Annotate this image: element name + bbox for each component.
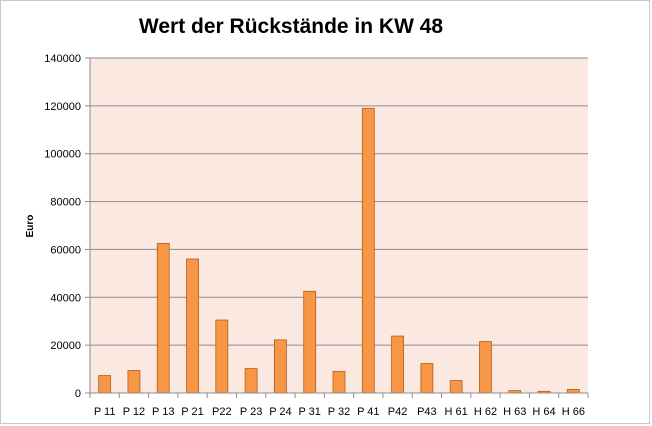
x-tick-label: P 21 xyxy=(181,406,203,418)
y-tick-labels: 0 20000 40000 60000 80000 100000 120000 140000 xyxy=(44,53,81,400)
y-tick-label: 100000 xyxy=(44,149,81,161)
x-tick-label: H 63 xyxy=(503,406,526,418)
x-tick-label: H 61 xyxy=(445,406,468,418)
y-tick-label: 120000 xyxy=(44,101,81,113)
x-tick-label: P 11 xyxy=(94,406,116,418)
bar-p12 xyxy=(127,370,141,394)
bar-p22 xyxy=(215,319,229,394)
bar-p23 xyxy=(244,368,258,394)
x-tick-label: P42 xyxy=(388,406,408,418)
plot-area xyxy=(90,58,588,393)
x-tick-label: H 66 xyxy=(562,406,585,418)
x-tick-label: P 23 xyxy=(240,406,262,418)
x-tick-label: H 62 xyxy=(474,406,497,418)
bar-p21 xyxy=(186,258,199,394)
y-axis-label: Euro xyxy=(25,215,36,238)
x-tick-label: P 13 xyxy=(152,406,174,418)
bar-p11 xyxy=(98,375,112,394)
bar-p13 xyxy=(156,243,170,394)
bar-p31 xyxy=(303,290,317,394)
x-tick-label: P 32 xyxy=(328,406,350,418)
y-tick-label: 140000 xyxy=(44,53,81,65)
x-tick-label: P 12 xyxy=(123,406,145,418)
bar-p42 xyxy=(391,335,404,394)
y-tick-label: 80000 xyxy=(50,197,81,209)
x-tick-label: P 31 xyxy=(298,406,320,418)
bar-p41 xyxy=(361,107,375,394)
bar-p32 xyxy=(332,371,346,394)
bar-h62 xyxy=(479,341,492,394)
bar-p24 xyxy=(274,339,287,394)
x-tick-labels: P 11 P 12 P 13 P 21 P22 P 23 P 24 P 31 P 32 P 41 P… xyxy=(94,406,585,418)
y-tick-label: 60000 xyxy=(50,244,81,256)
y-tick-label: 40000 xyxy=(50,292,81,304)
x-tick-label: P 24 xyxy=(269,406,291,418)
x-tick-label: P22 xyxy=(212,406,232,418)
y-tick-label: 20000 xyxy=(50,340,81,352)
bar-h61 xyxy=(449,380,463,394)
gridlines xyxy=(85,57,588,394)
x-tick-label: P 41 xyxy=(357,406,379,418)
bar-h66 xyxy=(566,389,580,394)
bar-p43 xyxy=(420,363,434,394)
axes xyxy=(89,58,589,398)
x-tick-label: H 64 xyxy=(532,406,555,418)
y-tick-label: 0 xyxy=(75,388,81,400)
chart-title: Wert der Rückstände in KW 48 xyxy=(139,15,444,38)
x-tick-label: P43 xyxy=(417,406,437,418)
bars xyxy=(98,107,580,394)
